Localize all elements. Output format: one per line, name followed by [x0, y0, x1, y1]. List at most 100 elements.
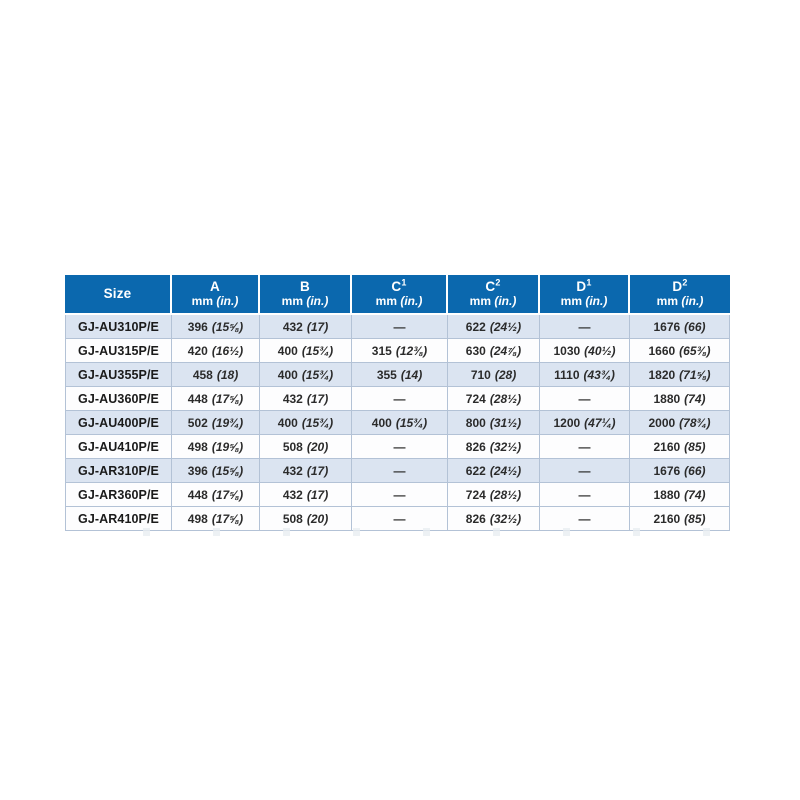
- header-cell-size: Size: [65, 275, 172, 315]
- table-row: GJ-AU410P/E 498 (19⅝) 508 (20) —826 (32½) —2160…: [65, 435, 730, 459]
- value-inches: (74): [684, 391, 706, 406]
- value-mm: 2160: [653, 511, 681, 526]
- value-mm: 458: [192, 367, 213, 382]
- value-cell: 1200 (47¼): [540, 411, 630, 435]
- value-cell: 396 (15⅝): [172, 459, 260, 483]
- value-mm: 502: [187, 415, 208, 430]
- value-mm: 432: [282, 487, 303, 502]
- header-letter: D2: [672, 277, 688, 295]
- value-mm: 826: [465, 439, 486, 454]
- value-cell: 432 (17): [260, 459, 352, 483]
- value-inches: (19⅝): [211, 439, 244, 454]
- value-cell-empty: —: [540, 387, 630, 411]
- value-mm: 432: [282, 319, 303, 334]
- value-cell: 1030 (40½): [540, 339, 630, 363]
- value-mm: 508: [282, 439, 303, 454]
- value-mm: 508: [282, 511, 303, 526]
- value-inches: (17): [306, 463, 329, 478]
- size-cell: GJ-AU410P/E: [65, 435, 172, 459]
- value-mm: 1200: [553, 415, 581, 430]
- header-letter: D1: [576, 277, 592, 295]
- value-mm: 448: [187, 391, 208, 406]
- value-cell: 420 (16½): [172, 339, 260, 363]
- scan-artifact: [143, 528, 150, 536]
- value-cell: 432 (17): [260, 315, 352, 339]
- value-mm: 1676: [653, 463, 681, 478]
- value-cell: 498 (17⅝): [172, 507, 260, 531]
- value-mm: 400: [277, 415, 298, 430]
- header-units: mm (in.): [656, 293, 704, 308]
- value-cell: 448 (17⅝): [172, 387, 260, 411]
- header-superscript: 1: [401, 277, 407, 288]
- value-inches: (74): [684, 487, 706, 502]
- value-mm: 800: [465, 415, 486, 430]
- value-cell-empty: —: [352, 507, 448, 531]
- scan-artifact: [703, 528, 710, 536]
- value-inches: (15¾): [301, 343, 334, 358]
- value-cell-empty: —: [540, 459, 630, 483]
- table-row: GJ-AU400P/E 502 (19¾) 400 (15¾) 400 (15¾) 800 (3…: [65, 411, 730, 435]
- table-row: GJ-AU315P/E 420 (16½) 400 (15¾) 315 (12⅜) 630 (2…: [65, 339, 730, 363]
- header-superscript: 1: [586, 277, 592, 288]
- value-inches: (15¾): [301, 367, 334, 382]
- value-cell-empty: —: [352, 459, 448, 483]
- value-mm: 432: [282, 463, 303, 478]
- value-inches: (15¾): [395, 415, 428, 430]
- table-row: GJ-AR310P/E 396 (15⅝) 432 (17) —622 (24½) —1676…: [65, 459, 730, 483]
- value-inches: (28½): [489, 487, 522, 502]
- value-mm: 622: [465, 463, 486, 478]
- value-mm: 420: [187, 343, 208, 358]
- scan-artifact: [353, 528, 360, 536]
- size-cell: GJ-AU400P/E: [65, 411, 172, 435]
- value-cell-empty: —: [540, 315, 630, 339]
- value-mm: 1880: [653, 391, 681, 406]
- value-cell: 400 (15¾): [260, 363, 352, 387]
- header-letter: C2: [485, 277, 501, 295]
- header-letter: A: [210, 279, 220, 295]
- header-units: mm (in.): [191, 293, 239, 308]
- size-cell: GJ-AR410P/E: [65, 507, 172, 531]
- value-inches: (40½): [584, 343, 616, 358]
- header-units: mm (in.): [469, 293, 517, 308]
- table-row: GJ-AU310P/E 396 (15⅝) 432 (17) —622 (24½) —1676…: [65, 315, 730, 339]
- value-inches: (14): [400, 367, 423, 382]
- header-units: mm (in.): [560, 293, 608, 308]
- value-cell: 1880 (74): [630, 387, 730, 411]
- value-inches: (66): [684, 319, 706, 334]
- header-letter: B: [300, 279, 310, 295]
- value-cell: 2160 (85): [630, 435, 730, 459]
- table-row: GJ-AR410P/E 498 (17⅝) 508 (20) —826 (32½) —2160…: [65, 507, 730, 531]
- size-cell: GJ-AU310P/E: [65, 315, 172, 339]
- value-cell-empty: —: [352, 483, 448, 507]
- value-cell: 826 (32½): [448, 435, 540, 459]
- value-cell: 498 (19⅝): [172, 435, 260, 459]
- value-inches: (17): [306, 319, 329, 334]
- value-mm: 826: [465, 511, 486, 526]
- value-inches: (24½): [489, 319, 522, 334]
- value-inches: (47¼): [584, 415, 616, 430]
- value-mm: 1660: [648, 343, 676, 358]
- value-mm: 315: [371, 343, 392, 358]
- value-inches: (20): [306, 511, 329, 526]
- size-cell: GJ-AU360P/E: [65, 387, 172, 411]
- scan-artifact: [563, 528, 570, 536]
- value-inches: (28): [494, 367, 517, 382]
- value-inches: (17): [306, 391, 329, 406]
- value-inches: (31½): [489, 415, 522, 430]
- value-inches: (65⅜): [679, 343, 711, 358]
- value-inches: (17⅝): [211, 391, 244, 406]
- value-mm: 1880: [653, 487, 681, 502]
- value-cell: 396 (15⅝): [172, 315, 260, 339]
- value-cell: 448 (17⅝): [172, 483, 260, 507]
- value-inches: (24½): [489, 463, 522, 478]
- value-inches: (19¾): [211, 415, 244, 430]
- value-inches: (85): [684, 511, 706, 526]
- table-row: GJ-AU355P/E 458 (18) 400 (15¾) 355 (14) 710 (28)…: [65, 363, 730, 387]
- value-cell: 502 (19¾): [172, 411, 260, 435]
- value-mm: 498: [187, 511, 208, 526]
- value-cell: 800 (31½): [448, 411, 540, 435]
- table-row: GJ-AR360P/E 448 (17⅝) 432 (17) —724 (28½) —1880…: [65, 483, 730, 507]
- header-units: mm (in.): [281, 293, 329, 308]
- header-superscript: 2: [495, 277, 501, 288]
